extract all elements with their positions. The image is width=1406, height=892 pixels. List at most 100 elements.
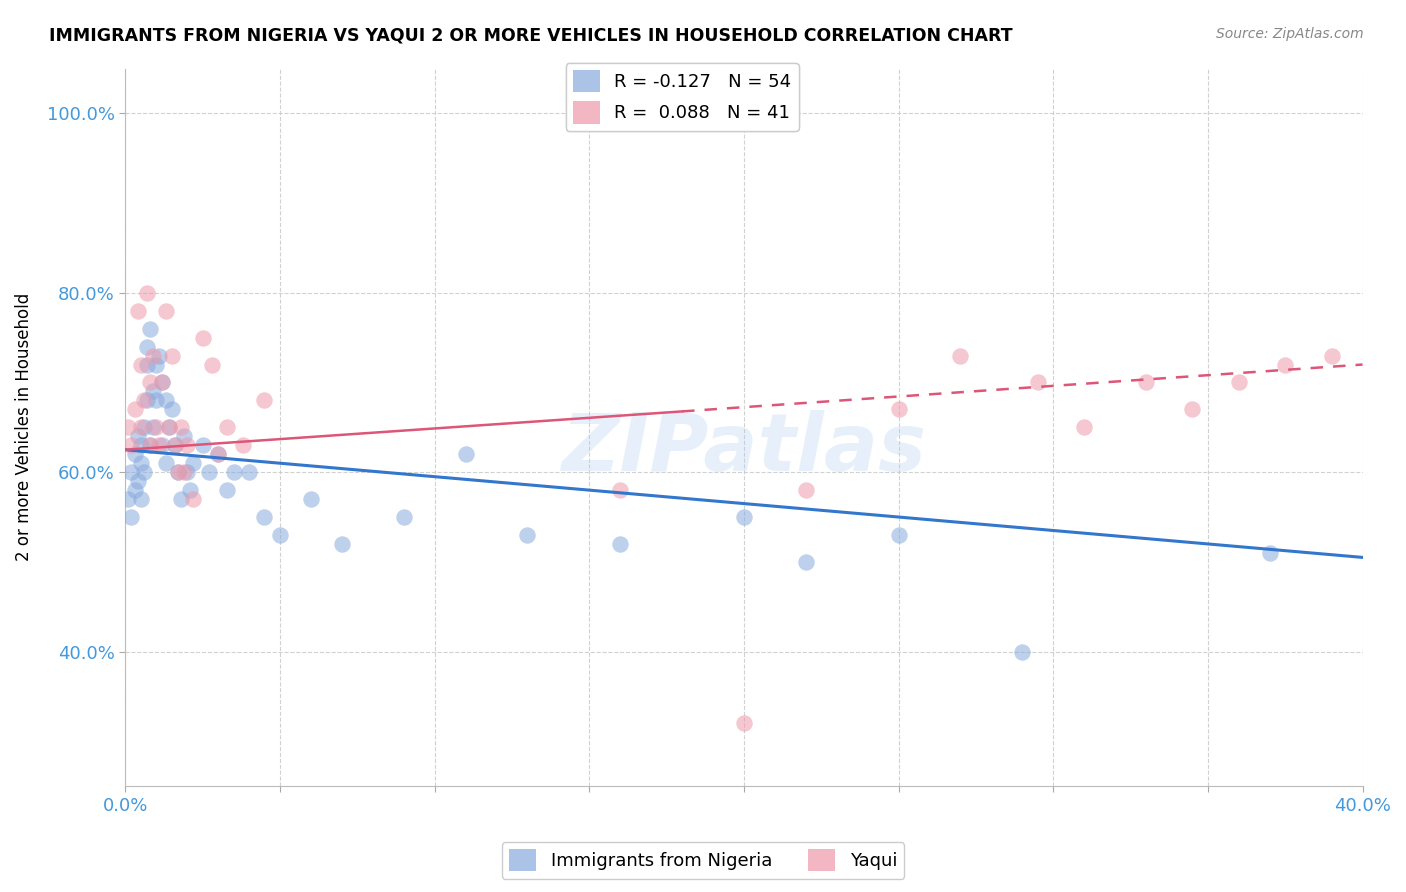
Point [179, 483, 201, 497]
Point [145, 420, 167, 434]
Point [887, 528, 910, 542]
Point [139, 376, 162, 390]
Point [609, 537, 631, 551]
Point [160, 349, 183, 363]
Point [124, 402, 146, 417]
Point [253, 393, 276, 408]
Point [152, 438, 174, 452]
Point [269, 528, 291, 542]
Point [129, 492, 152, 507]
Point [253, 510, 276, 524]
Point [129, 456, 152, 470]
Text: ZIPatlas: ZIPatlas [561, 409, 927, 488]
Point [157, 420, 180, 434]
Point [148, 438, 170, 452]
Point [207, 447, 229, 461]
Point [127, 429, 149, 443]
Text: Source: ZipAtlas.com: Source: ZipAtlas.com [1216, 27, 1364, 41]
Point [733, 716, 755, 731]
Point [794, 555, 817, 569]
Point [392, 510, 415, 524]
Point [163, 438, 186, 452]
Point [160, 402, 183, 417]
Point [173, 429, 195, 443]
Y-axis label: 2 or more Vehicles in Household: 2 or more Vehicles in Household [15, 293, 32, 561]
Point [516, 528, 538, 542]
Point [121, 510, 143, 524]
Point [132, 393, 155, 408]
Point [148, 349, 170, 363]
Point [124, 483, 146, 497]
Point [136, 358, 159, 372]
Text: IMMIGRANTS FROM NIGERIA VS YAQUI 2 OR MORE VEHICLES IN HOUSEHOLD CORRELATION CHA: IMMIGRANTS FROM NIGERIA VS YAQUI 2 OR MO… [49, 27, 1012, 45]
Point [167, 465, 190, 479]
Point [155, 303, 177, 318]
Point [127, 474, 149, 488]
Point [170, 492, 193, 507]
Point [132, 420, 155, 434]
Point [139, 321, 162, 335]
Point [136, 393, 159, 408]
Point [129, 420, 152, 434]
Point [117, 492, 139, 507]
Point [183, 492, 205, 507]
Point [1026, 376, 1049, 390]
Point [299, 492, 322, 507]
Point [132, 465, 155, 479]
Point [191, 331, 214, 345]
Point [330, 537, 353, 551]
Point [1181, 402, 1204, 417]
Point [127, 303, 149, 318]
Point [217, 483, 239, 497]
Point [238, 465, 260, 479]
Point [1274, 358, 1296, 372]
Point [1073, 420, 1095, 434]
Point [142, 384, 165, 399]
Point [155, 456, 177, 470]
Point [609, 483, 631, 497]
Legend: R = -0.127   N = 54, R =  0.088   N = 41: R = -0.127 N = 54, R = 0.088 N = 41 [565, 63, 799, 131]
Point [1258, 546, 1281, 560]
Point [173, 465, 195, 479]
Point [121, 438, 143, 452]
Point [207, 447, 229, 461]
Point [887, 402, 910, 417]
Point [136, 340, 159, 354]
Point [1011, 644, 1033, 658]
Point [157, 420, 180, 434]
Point [124, 447, 146, 461]
Point [176, 438, 198, 452]
Point [1320, 349, 1343, 363]
Point [152, 376, 174, 390]
Point [232, 438, 254, 452]
Point [191, 438, 214, 452]
Point [121, 465, 143, 479]
Point [201, 358, 224, 372]
Point [129, 438, 152, 452]
Point [170, 420, 193, 434]
Legend: Immigrants from Nigeria, Yaqui: Immigrants from Nigeria, Yaqui [502, 842, 904, 879]
Point [217, 420, 239, 434]
Point [129, 358, 152, 372]
Point [139, 438, 162, 452]
Point [454, 447, 477, 461]
Point [1227, 376, 1250, 390]
Point [142, 349, 165, 363]
Point [136, 285, 159, 300]
Point [1135, 376, 1157, 390]
Point [155, 393, 177, 408]
Point [167, 465, 190, 479]
Point [163, 438, 186, 452]
Point [139, 438, 162, 452]
Point [183, 456, 205, 470]
Point [198, 465, 221, 479]
Point [794, 483, 817, 497]
Point [733, 510, 755, 524]
Point [142, 420, 165, 434]
Point [152, 376, 174, 390]
Point [117, 420, 139, 434]
Point [176, 465, 198, 479]
Point [949, 349, 972, 363]
Point [145, 358, 167, 372]
Point [145, 393, 167, 408]
